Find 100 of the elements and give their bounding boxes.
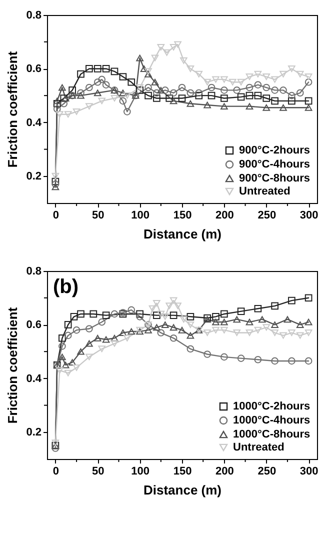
point xyxy=(90,310,98,318)
x-tick-label: 0 xyxy=(52,210,59,222)
point xyxy=(186,321,194,328)
point xyxy=(178,94,186,102)
point xyxy=(246,103,254,110)
point xyxy=(220,94,228,102)
point xyxy=(98,318,106,326)
point xyxy=(296,70,304,78)
point xyxy=(186,100,194,107)
point xyxy=(136,86,144,94)
point xyxy=(72,108,80,115)
point xyxy=(102,336,110,343)
point xyxy=(153,324,160,331)
point xyxy=(52,178,60,186)
point xyxy=(262,324,270,331)
point xyxy=(128,78,136,86)
x-tick-label: 150 xyxy=(173,466,192,478)
point xyxy=(68,359,76,366)
point xyxy=(53,100,61,108)
point xyxy=(62,362,70,368)
point xyxy=(246,74,254,80)
point xyxy=(208,84,216,92)
point xyxy=(254,92,262,100)
point xyxy=(136,84,144,91)
point xyxy=(204,350,211,358)
point xyxy=(304,74,312,80)
point xyxy=(304,104,312,111)
point xyxy=(220,76,228,83)
point xyxy=(254,304,262,312)
point xyxy=(86,65,93,72)
point xyxy=(220,103,228,110)
point xyxy=(233,316,241,323)
point xyxy=(254,326,262,334)
point xyxy=(110,310,118,318)
point xyxy=(288,330,296,336)
point xyxy=(52,172,60,180)
point xyxy=(144,92,152,100)
y-tick-label: 0.6 xyxy=(26,63,42,76)
point xyxy=(94,65,102,72)
point xyxy=(304,294,312,302)
point xyxy=(262,104,270,111)
point xyxy=(86,340,93,347)
point xyxy=(271,76,278,83)
point xyxy=(271,357,278,365)
point xyxy=(98,98,106,104)
x-tick-label: 250 xyxy=(258,466,276,478)
legend-label: Untreated xyxy=(239,186,290,198)
point xyxy=(110,334,118,342)
point xyxy=(148,305,156,312)
point xyxy=(262,74,270,80)
point xyxy=(94,334,102,342)
point xyxy=(157,44,165,50)
point xyxy=(271,97,278,105)
legend-label: 900°C-2hours xyxy=(239,144,310,156)
point xyxy=(140,65,148,72)
point xyxy=(58,342,66,350)
point xyxy=(304,78,312,86)
point xyxy=(119,97,127,105)
point xyxy=(161,86,169,94)
point xyxy=(212,318,220,326)
point xyxy=(186,65,194,72)
point xyxy=(64,332,72,340)
point xyxy=(170,89,178,97)
point xyxy=(212,326,220,334)
point xyxy=(296,332,304,339)
point xyxy=(204,78,211,86)
point xyxy=(77,348,84,355)
point xyxy=(174,302,182,310)
point xyxy=(258,316,266,323)
point xyxy=(64,321,72,328)
point xyxy=(170,98,178,104)
legend-label: 1000°C-2hours xyxy=(233,400,310,412)
y-tick-label: 0.2 xyxy=(26,170,42,183)
point xyxy=(220,326,228,334)
point xyxy=(64,111,72,118)
point xyxy=(161,313,169,320)
legend-label: 900°C-8hours xyxy=(239,172,310,184)
point xyxy=(262,84,270,92)
point xyxy=(53,105,61,113)
point xyxy=(153,312,160,319)
point xyxy=(56,111,64,118)
point xyxy=(180,57,188,64)
legend-label: Untreated xyxy=(233,442,284,454)
x-tick-label: 300 xyxy=(300,466,318,478)
point xyxy=(186,332,194,339)
point xyxy=(98,346,106,352)
point xyxy=(102,312,110,319)
point xyxy=(288,92,296,100)
point xyxy=(77,92,84,99)
point xyxy=(195,92,203,100)
point xyxy=(228,78,236,86)
x-tick-label: 250 xyxy=(258,210,276,222)
point xyxy=(166,94,174,102)
x-tick-label: 300 xyxy=(300,210,318,222)
point xyxy=(204,102,211,108)
point xyxy=(119,330,127,336)
point xyxy=(233,330,241,336)
point xyxy=(70,312,78,320)
point xyxy=(271,302,278,310)
point xyxy=(52,180,60,188)
